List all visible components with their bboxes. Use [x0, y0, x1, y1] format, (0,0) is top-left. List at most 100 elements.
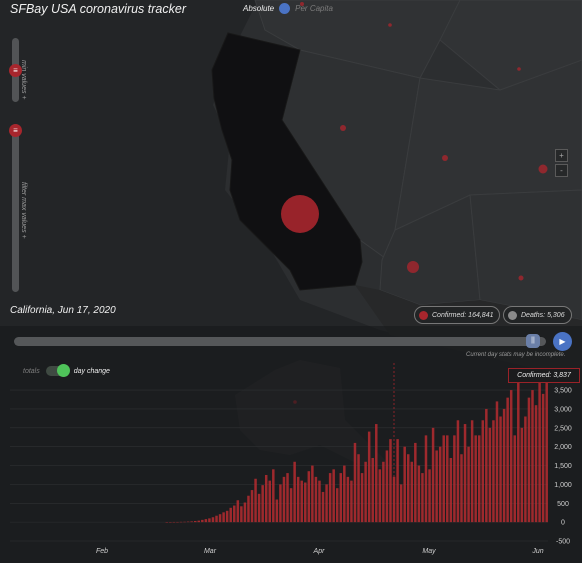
chart-bar[interactable] [367, 431, 371, 523]
chart-bar[interactable] [442, 435, 445, 523]
chart-bar[interactable] [456, 420, 460, 523]
chart-bar[interactable] [197, 520, 201, 523]
timeline-slider[interactable] [14, 337, 546, 346]
chart-bar[interactable] [385, 450, 389, 523]
chart-bar[interactable] [254, 478, 257, 523]
chart-bar[interactable] [222, 512, 225, 523]
chart-bar[interactable] [424, 435, 428, 523]
chart-bar[interactable] [229, 507, 232, 523]
chart-bar[interactable] [268, 480, 272, 523]
chart-bar[interactable] [289, 488, 293, 523]
chart-bar[interactable] [428, 469, 431, 523]
chart-bar[interactable] [204, 519, 208, 523]
max-slider-knob[interactable]: ≡ [9, 124, 22, 137]
timeline-knob[interactable]: || [526, 334, 540, 348]
chart-bar[interactable] [311, 465, 314, 523]
chart-bar[interactable] [243, 502, 247, 523]
chart-bar[interactable] [304, 482, 307, 523]
chart-bar[interactable] [417, 465, 421, 523]
chart-bar[interactable] [215, 515, 218, 523]
chart-bar[interactable] [406, 454, 410, 523]
chart-bar[interactable] [438, 446, 442, 523]
chart-bar[interactable] [346, 476, 350, 523]
chart-bar[interactable] [477, 435, 481, 523]
chart-bar[interactable] [531, 390, 534, 523]
chart-bar[interactable] [211, 517, 215, 523]
chart-bar[interactable] [488, 427, 492, 523]
chart-bar[interactable] [421, 473, 424, 523]
chart-bar[interactable] [350, 480, 353, 523]
chart-bar[interactable] [272, 469, 275, 523]
chart-bar[interactable] [325, 484, 328, 523]
chart-bar[interactable] [169, 522, 172, 523]
chart-bar[interactable] [193, 521, 197, 523]
chart-bar[interactable] [179, 521, 183, 523]
chart-bar[interactable] [481, 420, 485, 523]
chart-bar[interactable] [463, 424, 467, 523]
chart-bar[interactable] [506, 397, 509, 523]
chart-bar[interactable] [509, 390, 513, 523]
chart-bar[interactable] [176, 521, 179, 523]
play-button[interactable]: ▶ [553, 332, 572, 351]
chart-bar[interactable] [492, 420, 495, 523]
chart-bar[interactable] [371, 458, 374, 523]
totals-day-change-toggle[interactable]: totals day change [23, 364, 110, 377]
chart-bar[interactable] [378, 469, 382, 523]
chart-bar[interactable] [275, 499, 279, 523]
chart-bar[interactable] [410, 461, 414, 523]
chart-bar[interactable] [201, 519, 204, 523]
chart-bar[interactable] [453, 435, 456, 523]
chart-bar[interactable] [538, 382, 541, 523]
chart-bar[interactable] [495, 401, 499, 523]
chart-bar[interactable] [389, 439, 392, 523]
chart-bar[interactable] [282, 476, 286, 523]
chart-bar[interactable] [382, 461, 385, 523]
chart-bar[interactable] [328, 473, 332, 523]
chart-bar[interactable] [233, 505, 236, 523]
chart-bar[interactable] [339, 473, 343, 523]
chart-bar[interactable] [435, 450, 438, 523]
chart-bar[interactable] [293, 461, 296, 523]
chart-bar[interactable] [375, 424, 378, 523]
chart-bar[interactable] [183, 521, 186, 523]
chart-bar[interactable] [264, 474, 268, 523]
chart-bar[interactable] [474, 435, 477, 523]
toggle-knob[interactable] [279, 3, 291, 14]
chart-bar[interactable] [499, 416, 502, 523]
chart-bar[interactable] [470, 420, 474, 523]
chart-bar[interactable] [517, 382, 520, 523]
min-slider-knob[interactable]: ≡ [9, 64, 22, 77]
chart-bar[interactable] [399, 484, 403, 523]
chart-bar[interactable] [208, 518, 211, 523]
chart-bar[interactable] [250, 490, 254, 523]
chart-bar[interactable] [321, 491, 325, 523]
max-values-slider[interactable] [12, 124, 19, 292]
chart-bar[interactable] [172, 521, 176, 523]
chart-bar[interactable] [314, 476, 318, 523]
chart-bar[interactable] [300, 480, 303, 523]
chart-bar[interactable] [534, 405, 538, 523]
chart-bar[interactable] [165, 522, 169, 523]
chart-bar[interactable] [307, 471, 311, 523]
chart-bar[interactable] [431, 427, 435, 523]
chart-bar[interactable] [357, 454, 360, 523]
zoom-out-button[interactable]: - [555, 164, 568, 177]
chart-bar[interactable] [502, 408, 506, 523]
chart-bar[interactable] [524, 416, 527, 523]
chart-bar[interactable] [225, 510, 229, 523]
chart-bar[interactable] [318, 480, 321, 523]
chart-mode-switch[interactable] [45, 364, 70, 377]
chart-bar[interactable] [190, 521, 193, 523]
chart-bar[interactable] [335, 488, 339, 523]
chart-bar[interactable] [460, 454, 463, 523]
chart-bar[interactable] [360, 473, 364, 523]
chart-bar[interactable] [218, 514, 222, 523]
chart-bar[interactable] [236, 500, 240, 523]
zoom-in-button[interactable]: + [555, 149, 568, 162]
chart-bar[interactable] [247, 495, 250, 523]
chart-bar[interactable] [279, 484, 282, 523]
chart-bar[interactable] [261, 485, 264, 523]
chart-bar[interactable] [364, 461, 367, 523]
chart-bar[interactable] [513, 435, 516, 523]
chart-bar[interactable] [186, 521, 190, 523]
